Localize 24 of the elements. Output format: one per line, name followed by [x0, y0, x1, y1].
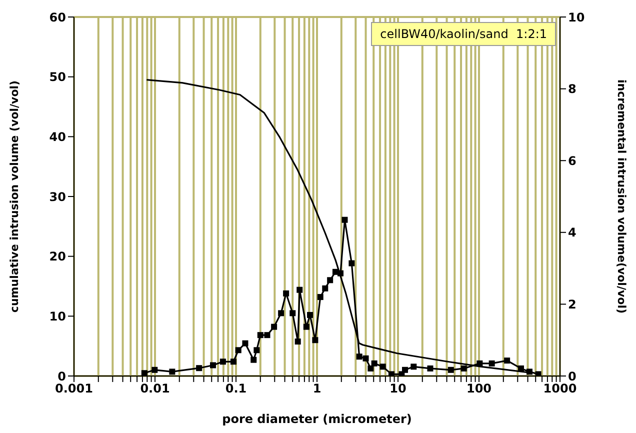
x-axis-title: pore diameter (micrometer) [222, 412, 412, 426]
x-tick-label: 0.01 [140, 382, 170, 396]
x-tick-label: 1000 [543, 382, 577, 396]
y2-tick-label: 2 [568, 297, 576, 312]
x-tick-label: 1 [312, 382, 322, 396]
y-tick-label: 40 [49, 130, 66, 144]
x-tick-label: 100 [466, 382, 492, 396]
y2-tick-label: 0 [568, 369, 576, 384]
y-tick-label: 30 [49, 190, 66, 204]
y-axis-title: cumulative intrusion volume (vol/vol) [8, 80, 21, 313]
annotation: cellBW40/kaolin/sand 1:2:1 [371, 22, 556, 46]
y-tick-label: 50 [49, 70, 66, 84]
y2-tick-label: 6 [568, 154, 576, 168]
y2-tick-label: 8 [568, 82, 576, 96]
x-tick-label: 0.001 [55, 382, 93, 396]
x-tick-label: 10 [390, 382, 406, 396]
y2-axis-title: incremental intrusion volume(vol/vol) [615, 79, 628, 314]
x-tick-label: 0.1 [225, 382, 247, 396]
y-tick-label: 60 [49, 10, 66, 24]
y-tick-label: 20 [49, 250, 66, 264]
y-tick-label: 0 [58, 369, 66, 384]
y2-tick-label: 10 [568, 10, 585, 24]
y2-tick-label: 4 [568, 226, 576, 240]
y-tick-label: 10 [49, 309, 66, 324]
